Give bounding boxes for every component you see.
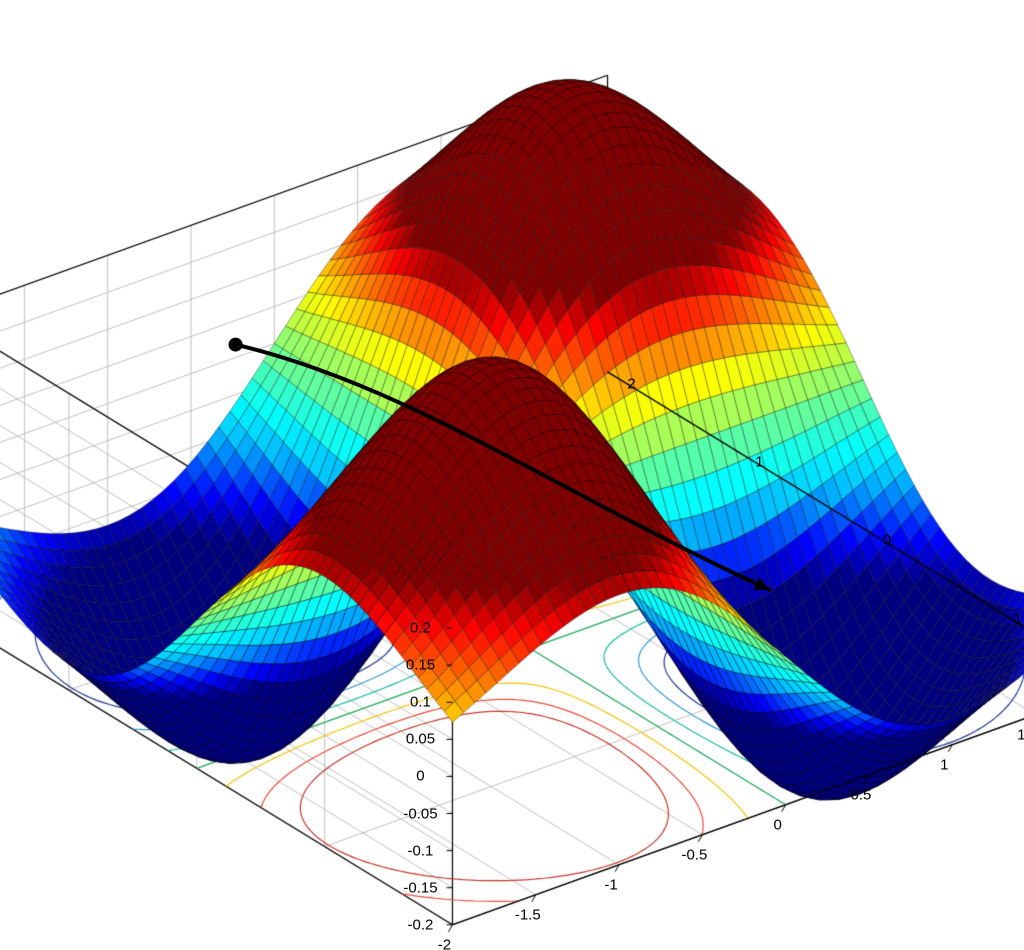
axis-tick-label: -0.2 <box>408 916 434 933</box>
axis-tick-label: -0.1 <box>408 842 434 859</box>
axis-tick-label: 0 <box>774 816 782 833</box>
axis-tick-label: 2 <box>627 375 635 392</box>
axis-tick-label: 1 <box>940 756 948 773</box>
axis-tick-label: 0 <box>883 532 891 549</box>
axis-tick-label: -1 <box>1008 610 1021 627</box>
axis-tick-label: -0.15 <box>403 879 437 896</box>
axis-tick-label: 0.1 <box>410 694 431 711</box>
axis-tick-label: 1 <box>755 454 763 471</box>
axis-tick-label: -0.5 <box>681 846 707 863</box>
axis-tick-label: 0.15 <box>406 657 435 674</box>
axis-tick-label: 0.05 <box>406 731 435 748</box>
axis-tick-label: -2 <box>438 936 451 950</box>
axis-tick-label: -0.05 <box>403 805 437 822</box>
axis-tick-label: 1.5 <box>1017 726 1024 743</box>
annotation-overlay <box>0 0 1024 950</box>
axis-tick-label: -1 <box>604 876 617 893</box>
trajectory-curve <box>236 345 770 590</box>
axis-tick-label: 0.5 <box>851 786 872 803</box>
axis-tick-label: 0 <box>416 768 424 785</box>
axis-tick-label: -1.5 <box>515 906 541 923</box>
surface-plot-3d: -0.2 -0.15 -0.1 -0.05 0 0.05 0.1 0.15 0.2 -2 -1.5 -… <box>0 0 1024 950</box>
axis-tick-label: 0.2 <box>410 620 431 637</box>
